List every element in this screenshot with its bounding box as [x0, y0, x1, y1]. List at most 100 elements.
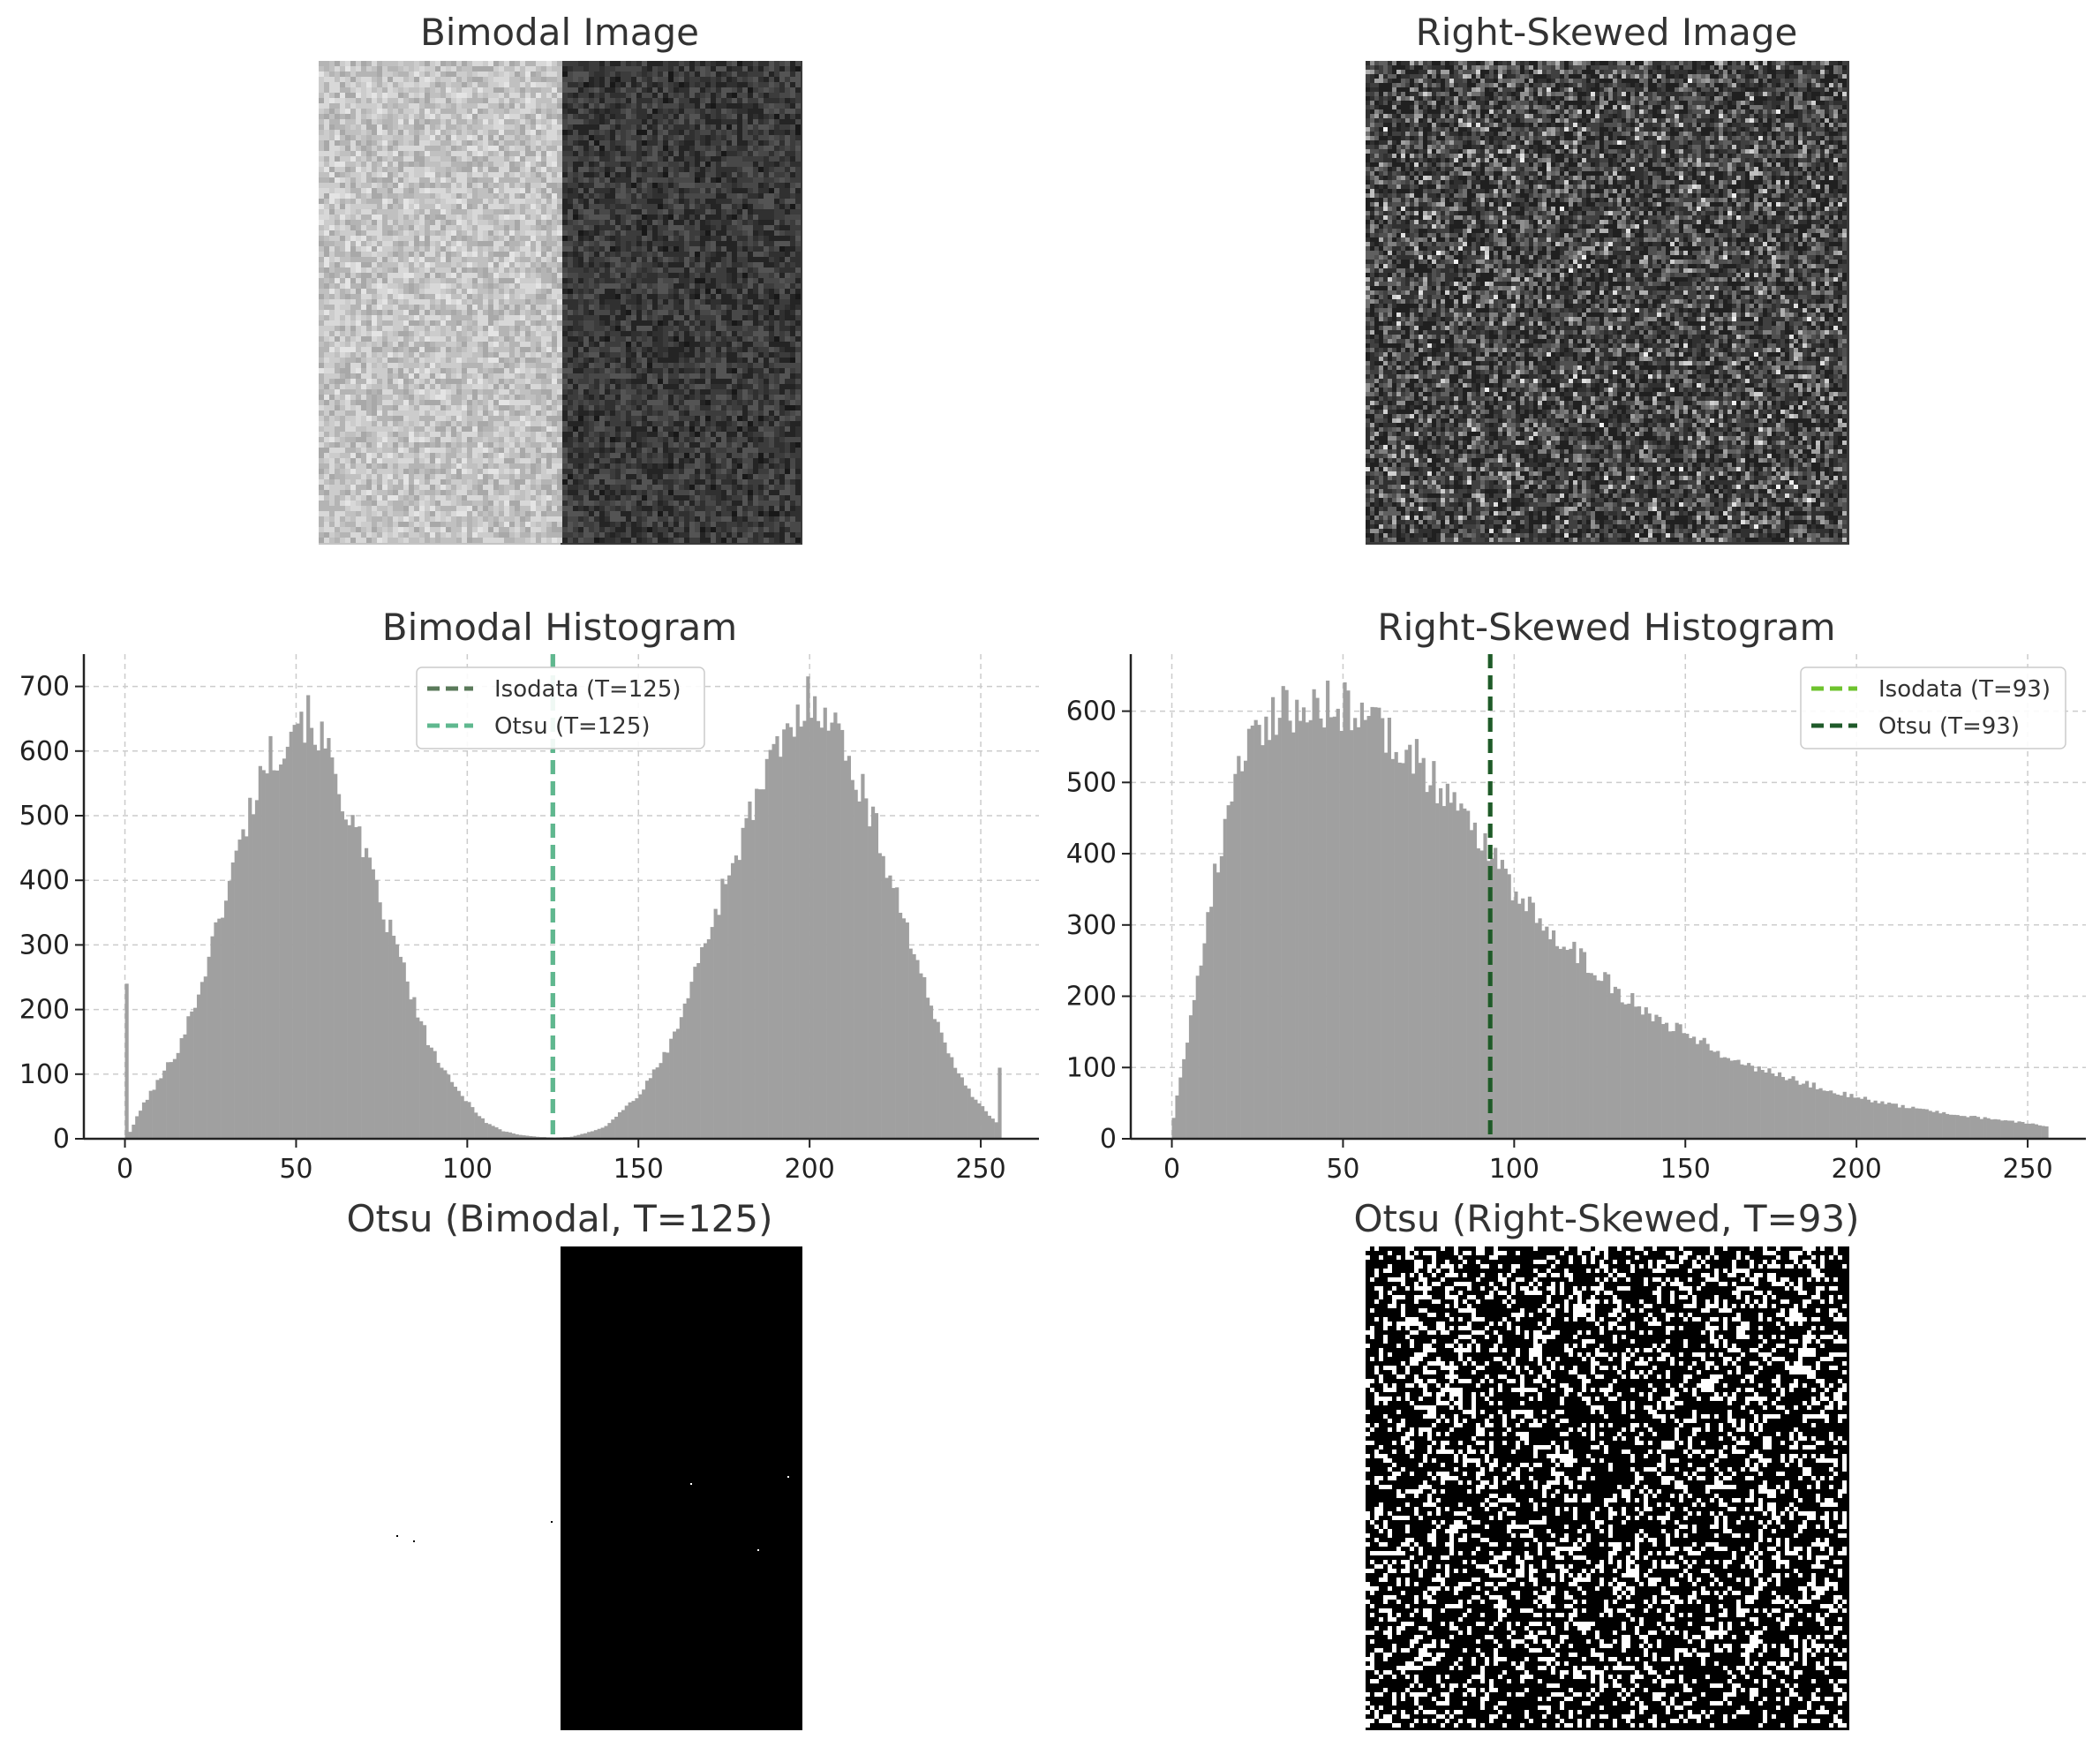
histogram-bar [388, 919, 393, 1139]
histogram-bar [532, 1136, 537, 1139]
histogram-bar [1637, 1005, 1642, 1139]
histogram-bar [826, 730, 831, 1139]
histogram-bar [518, 1134, 523, 1139]
histogram-bar [720, 878, 725, 1139]
histogram-bar [624, 1105, 628, 1139]
histogram-bar [1877, 1103, 1881, 1139]
histogram-bar [1394, 751, 1398, 1139]
histogram-bar [1237, 756, 1241, 1139]
histogram-bar [908, 948, 913, 1139]
histogram-bar [385, 931, 389, 1139]
histogram-bar [748, 801, 752, 1139]
histogram-bar [343, 819, 348, 1139]
histogram-bar [1856, 1097, 1861, 1139]
histogram-bar [282, 758, 287, 1139]
histogram-bar [2017, 1121, 2021, 1139]
histogram-bar [1253, 719, 1258, 1139]
histogram-bar [254, 800, 260, 1139]
histogram-bar [700, 947, 704, 1139]
histogram-bar [487, 1124, 492, 1139]
histogram-bar [2028, 1123, 2032, 1139]
histogram-bar [2013, 1122, 2018, 1139]
histogram-bar [166, 1062, 170, 1139]
histogram-bar [983, 1111, 989, 1139]
histogram-bar [682, 1003, 687, 1139]
histogram-bar [1802, 1083, 1806, 1139]
histogram-bar [1545, 926, 1549, 1139]
histogram-bar [843, 760, 848, 1139]
histogram-bar [1630, 993, 1635, 1139]
histogram-bar [593, 1130, 598, 1139]
histogram-bar [1233, 773, 1238, 1139]
histogram-bar [1572, 941, 1577, 1139]
histogram-bar [1736, 1059, 1741, 1139]
y-tick-label: 400 [1066, 839, 1117, 870]
histogram-bar [1917, 1108, 1923, 1139]
skewed-legend-isodata-label: Isodata (T=93) [1878, 676, 2051, 703]
histogram-bar [833, 712, 838, 1139]
histogram-bar [272, 770, 276, 1139]
histogram-bar [148, 1090, 153, 1139]
histogram-bar [1219, 855, 1224, 1139]
x-tick-label: 200 [1832, 1154, 1882, 1185]
skewed-image-noise [1366, 61, 1847, 542]
histogram-bar [1469, 830, 1474, 1139]
histogram-bar [1682, 1033, 1686, 1139]
histogram-bar [710, 927, 714, 1139]
histogram-bar [1695, 1043, 1700, 1139]
histogram-bar [1788, 1078, 1792, 1139]
histogram-bar [296, 723, 300, 1139]
histogram-bar [1952, 1114, 1956, 1139]
panel-otsu-skewed: Otsu (Right-Skewed, T=93) [1353, 1197, 1860, 1730]
noise-texture [1366, 1246, 1847, 1728]
histogram-bar [1911, 1106, 1916, 1139]
histogram-bar [1346, 690, 1351, 1139]
histogram-bar [2030, 1123, 2036, 1139]
histogram-bar [210, 936, 215, 1139]
histogram-bar [265, 773, 269, 1139]
histogram-bar [470, 1107, 475, 1139]
histogram-bar [2034, 1124, 2039, 1139]
histogram-bar [786, 723, 790, 1139]
histogram-bar [234, 850, 238, 1139]
histogram-bar [350, 815, 355, 1139]
histogram-bar [1336, 708, 1340, 1139]
histogram-bar [1449, 802, 1453, 1139]
histogram-bar [1291, 732, 1296, 1139]
histogram-bar [2041, 1126, 2045, 1139]
y-tick-label: 500 [1066, 767, 1117, 798]
histogram-bar [816, 720, 821, 1139]
y-tick-label: 600 [19, 736, 70, 767]
histogram-bar [1374, 707, 1378, 1139]
histogram-bar [1955, 1115, 1960, 1139]
histogram-bar [1722, 1057, 1727, 1139]
histogram-bar [1565, 950, 1569, 1139]
histogram-bar [1548, 939, 1553, 1139]
noise-texture [1366, 61, 1847, 542]
histogram-bar [501, 1131, 506, 1139]
bimodal-legend-box [416, 666, 705, 749]
histogram-bar [651, 1069, 656, 1139]
histogram-bar [741, 827, 745, 1139]
histogram-bar [645, 1081, 650, 1139]
histogram-bar [617, 1111, 622, 1139]
histogram-bar [1678, 1024, 1682, 1139]
x-tick-label: 0 [117, 1154, 133, 1185]
histogram-bar [1798, 1084, 1803, 1139]
histogram-bar [190, 1011, 194, 1139]
histogram-bar [1418, 763, 1422, 1139]
histogram-bar [1884, 1103, 1888, 1139]
histogram-bar [2021, 1121, 2025, 1139]
histogram-bar [782, 729, 787, 1139]
histogram-bar [1569, 948, 1573, 1139]
histogram-bar [477, 1116, 482, 1139]
histogram-bar [358, 826, 362, 1139]
histogram-bar [1521, 898, 1525, 1139]
histogram-bar [2037, 1125, 2042, 1139]
noise-texture [562, 61, 801, 543]
histogram-bar [237, 840, 242, 1139]
histogram-bar [576, 1134, 581, 1139]
histogram-bar [1791, 1076, 1795, 1139]
histogram-bar [1463, 808, 1467, 1139]
histogram-bar [529, 1135, 533, 1139]
